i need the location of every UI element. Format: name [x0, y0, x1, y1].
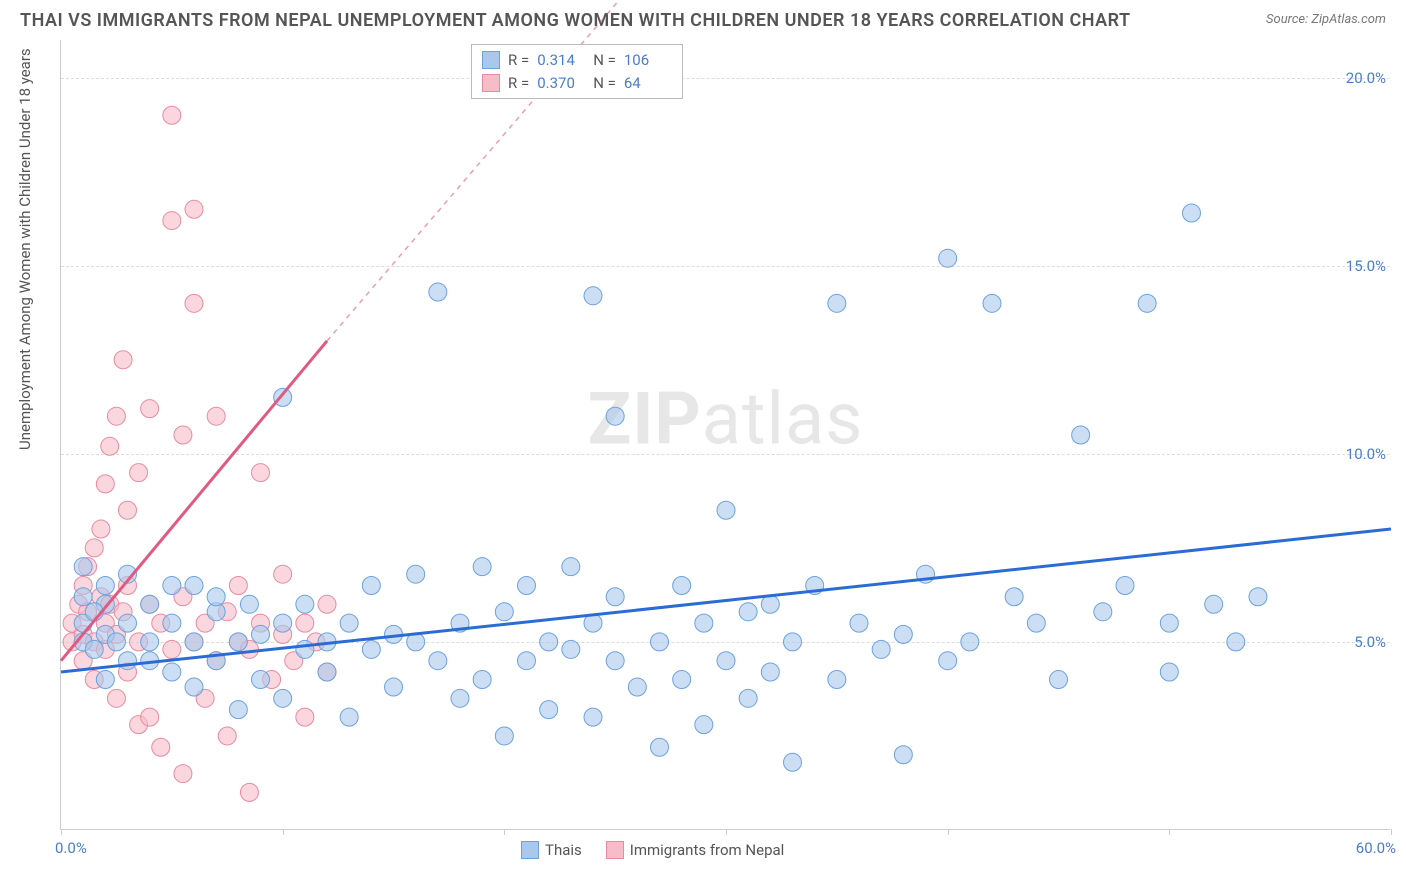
stats-row-nepal: R = 0.370 N = 64 [482, 72, 672, 95]
stats-legend: R = 0.314 N = 106 R = 0.370 N = 64 [471, 44, 683, 99]
legend-item-thais: Thais [521, 841, 582, 859]
chart-title: THAI VS IMMIGRANTS FROM NEPAL UNEMPLOYME… [20, 10, 1131, 31]
legend-label-thais: Thais [545, 841, 582, 859]
stat-n-label: N = [593, 72, 616, 95]
stats-row-thais: R = 0.314 N = 106 [482, 49, 672, 72]
stat-r-label: R = [508, 49, 529, 72]
stat-r-thais: 0.314 [537, 49, 585, 72]
legend-label-nepal: Immigrants from Nepal [630, 841, 785, 859]
stat-n-label: N = [593, 49, 616, 72]
swatch-nepal [482, 74, 500, 92]
stat-r-label: R = [508, 72, 529, 95]
source-label: Source: ZipAtlas.com [1266, 12, 1386, 27]
chart-container: THAI VS IMMIGRANTS FROM NEPAL UNEMPLOYME… [0, 0, 1406, 892]
stat-r-nepal: 0.370 [537, 72, 585, 95]
swatch-thais [521, 841, 539, 859]
x-axis-min-label: 0.0% [55, 839, 87, 857]
x-axis-max-label: 60.0% [1356, 839, 1396, 857]
plot-svg [61, 40, 1390, 829]
y-axis-label: Unemployment Among Women with Children U… [16, 48, 34, 450]
swatch-thais [482, 51, 500, 69]
bottom-legend: Thais Immigrants from Nepal [521, 841, 784, 859]
stat-n-thais: 106 [624, 49, 672, 72]
legend-item-nepal: Immigrants from Nepal [606, 841, 785, 859]
plot-area: ZIPatlas 5.0%10.0%15.0%20.0% 0.0% 60.0% … [60, 40, 1390, 830]
stat-n-nepal: 64 [624, 72, 672, 95]
swatch-nepal [606, 841, 624, 859]
